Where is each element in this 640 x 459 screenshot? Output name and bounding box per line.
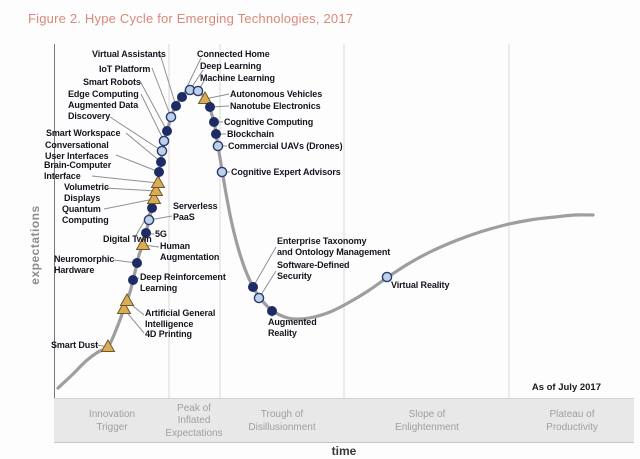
leader-line-smart-robots	[139, 80, 168, 132]
leader-line-iot-platform	[151, 67, 172, 118]
marker-virtual-reality	[381, 271, 393, 283]
leader-line-conversational-user-interfaces	[115, 154, 160, 173]
phase-label-peak-of: Peak of Inflated Expectations	[165, 403, 223, 439]
marker-volumetric-displays	[148, 182, 164, 196]
marker-cognitive-expert-advisors	[216, 166, 228, 178]
label-cognitive-expert-advisors: Cognitive Expert Advisors	[231, 167, 341, 177]
marker-deep-reinforcement-learning	[128, 275, 138, 285]
label-virtual-assistants: Virtual Assistants	[92, 49, 166, 59]
marker-4d-printing	[116, 300, 132, 314]
phase-band: Innovation Trigger Peak of Inflated Expec…	[54, 398, 634, 443]
label-augmented-reality: Augmented Reality	[268, 317, 317, 338]
label-blockchain: Blockchain	[227, 129, 275, 139]
marker-brain-computer-interface	[150, 174, 166, 188]
leader-line-brain-computer-interface	[91, 175, 159, 184]
label-deep-reinforcement-learning: Deep Reinforcement Learning	[140, 272, 226, 293]
marker-augmented-reality	[267, 306, 277, 316]
marker-software-defined-security	[253, 292, 265, 304]
label-conversational-user-interfaces: Conversational User Interfaces	[45, 140, 109, 161]
marker-smart-workspace	[156, 157, 166, 167]
marker-quantum-computing	[146, 190, 162, 204]
marker-edge-computing	[158, 135, 170, 147]
label-brain-computer-interface: Brain-Computer Interface	[44, 160, 112, 181]
y-axis-line	[54, 44, 55, 443]
label-nanotube-electronics: Nanotube Electronics	[230, 101, 321, 111]
label-digital-twin: Digital Twin	[103, 234, 152, 244]
marker-cognitive-computing	[209, 117, 219, 127]
label-smart-robots: Smart Robots	[83, 77, 141, 87]
leader-line-smart-workspace	[125, 132, 162, 163]
phase-label-trough-of: Trough of Disillusionment	[248, 409, 316, 433]
marker-nanotube-electronics	[205, 102, 215, 112]
leader-line-digital-twin	[134, 207, 153, 238]
label-human-augmentation: Human Augmentation	[160, 241, 220, 262]
marker-connected-home	[177, 92, 187, 102]
figure-title: Figure 2. Hype Cycle for Emerging Techno…	[28, 11, 354, 26]
phase-label-innovation: Innovation Trigger	[88, 409, 136, 433]
label-smart-dust: Smart Dust	[51, 340, 99, 350]
label-quantum-computing: Quantum Computing	[62, 204, 109, 225]
label-commercial-uavs-drones: Commercial UAVs (Drones)	[228, 141, 343, 151]
marker-neuromorphic-hardware	[132, 258, 142, 268]
label-volumetric-displays: Volumetric Displays	[64, 182, 109, 203]
label-virtual-reality: Virtual Reality	[391, 280, 450, 290]
marker-serverless-paas	[143, 214, 155, 226]
x-axis-label: time	[331, 444, 357, 458]
label-4d-printing: 4D Printing	[145, 329, 192, 339]
marker-blockchain	[211, 129, 221, 139]
marker-artificial-general-intelligence	[119, 292, 135, 306]
marker-virtual-assistants	[171, 101, 181, 111]
label-connected-home: Connected Home	[197, 49, 270, 59]
marker-conversational-user-interfaces	[154, 167, 164, 177]
leader-line-virtual-assistants	[159, 53, 177, 107]
phase-label-plateau-of: Plateau of Productivity	[546, 409, 598, 433]
marker-autonomous-vehicles	[197, 90, 213, 104]
label-5g: 5G	[155, 229, 167, 239]
label-edge-computing: Edge Computing	[68, 89, 139, 99]
leader-line-augmented-data-discovery	[109, 116, 163, 152]
marker-enterprise-taxonomy-and-ontology-management	[248, 282, 258, 292]
label-deep-learning: Deep Learning	[200, 61, 262, 71]
label-software-defined-security: Software-Defined Security	[277, 260, 350, 281]
label-augmented-data-discovery: Augmented Data Discovery	[68, 100, 139, 121]
leader-line-volumetric-displays	[105, 187, 157, 192]
marker-digital-twin	[147, 203, 157, 213]
as-of-date: As of July 2017	[531, 382, 601, 393]
marker-machine-learning	[192, 85, 204, 97]
label-cognitive-computing: Cognitive Computing	[224, 117, 314, 127]
label-iot-platform: IoT Platform	[99, 64, 151, 74]
marker-augmented-data-discovery	[156, 145, 168, 157]
label-neuromorphic-hardware: Neuromorphic Hardware	[54, 254, 115, 275]
marker-smart-dust	[100, 338, 116, 352]
leader-line-software-defined-security	[258, 270, 277, 299]
marker-human-augmentation	[135, 236, 151, 250]
label-smart-workspace: Smart Workspace	[46, 128, 121, 138]
label-machine-learning: Machine Learning	[200, 73, 275, 83]
marker-5g	[141, 228, 151, 238]
leader-line-edge-computing	[140, 93, 165, 142]
marker-smart-robots	[162, 126, 172, 136]
leader-line-quantum-computing	[103, 198, 155, 210]
label-artificial-general-intelligence: Artificial General Intelligence	[145, 308, 216, 329]
leader-line-enterprise-taxonomy-and-ontology-management	[252, 246, 277, 288]
marker-iot-platform	[165, 111, 177, 123]
label-autonomous-vehicles: Autonomous Vehicles	[230, 89, 323, 99]
marker-commercial-uavs-drones	[212, 140, 224, 152]
label-serverless-paas: Serverless PaaS	[173, 201, 218, 222]
phase-label-slope-of: Slope of Enlightenment	[395, 409, 459, 433]
label-enterprise-taxonomy-and-ontology-management: Enterprise Taxonomy and Ontology Managem…	[277, 236, 391, 257]
